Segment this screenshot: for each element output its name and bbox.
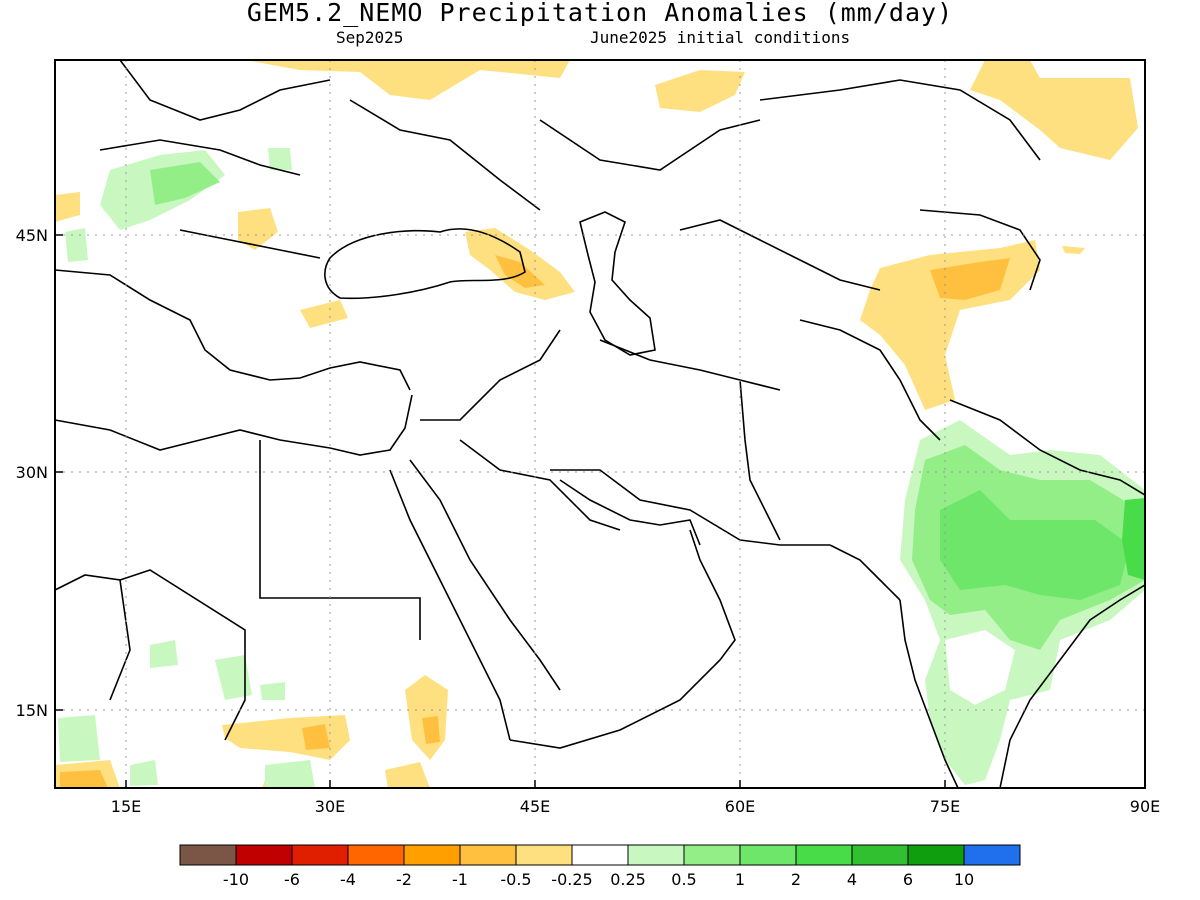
legend-label: -2 — [396, 870, 412, 889]
wet-patch — [1122, 498, 1145, 580]
legend-swatch — [459, 844, 517, 866]
lon-tick-label: 45E — [520, 797, 550, 816]
dry-patch — [60, 770, 108, 788]
legend-swatch — [403, 844, 461, 866]
initial-conditions: June2025 initial conditions — [590, 28, 851, 47]
legend-label: 10 — [954, 870, 974, 889]
dry-patch — [302, 724, 330, 750]
legend-label: 0.25 — [610, 870, 646, 889]
dry-patch — [655, 70, 745, 112]
wet-patch — [58, 715, 100, 762]
dry-patch — [970, 60, 1138, 160]
legend-swatch — [179, 844, 237, 866]
coastlines-and-borders — [54, 59, 1146, 789]
wet-patch — [268, 148, 292, 170]
lon-tick-label: 15E — [111, 797, 141, 816]
wet-patch — [215, 655, 252, 700]
legend-swatch — [795, 844, 853, 866]
lon-tick-label: 30E — [315, 797, 345, 816]
lat-tick-label: 45N — [16, 226, 48, 245]
wet-patch — [940, 490, 1130, 600]
legend-swatch — [963, 844, 1021, 866]
dry-patch — [930, 258, 1010, 300]
legend-swatch — [291, 844, 349, 866]
legend-swatch — [683, 844, 741, 866]
legend-label: 1 — [735, 870, 745, 889]
dry-patch — [495, 255, 545, 288]
anomaly-shading — [55, 60, 1145, 788]
legend-label: -0.5 — [500, 870, 531, 889]
color-legend: -10 -6 -4 -2 -1 -0.5 -0.25 0.25 0.5 1 2 4 6 10 — [179, 844, 1021, 889]
dry-patch — [1062, 246, 1085, 254]
legend-label: -10 — [223, 870, 249, 889]
wet-patch — [150, 640, 178, 668]
legend-swatch — [907, 844, 965, 866]
legend-swatch — [571, 844, 629, 866]
wet-patch — [65, 228, 88, 262]
legend-swatch — [851, 844, 909, 866]
lon-tick-label: 75E — [930, 797, 960, 816]
legend-swatch — [347, 844, 405, 866]
lon-tick-label: 90E — [1130, 797, 1160, 816]
legend-label: 4 — [847, 870, 857, 889]
legend-swatch — [235, 844, 293, 866]
legend-label: 0.5 — [671, 870, 696, 889]
wet-patch — [260, 682, 285, 700]
dry-patch — [422, 716, 440, 744]
wet-patch — [130, 760, 158, 786]
dry-patch — [385, 762, 430, 788]
dry-patch — [245, 60, 570, 100]
wet-patch — [945, 630, 1015, 705]
lat-tick-label: 15N — [16, 701, 48, 720]
legend-label: 6 — [903, 870, 913, 889]
lon-tick-label: 60E — [725, 797, 755, 816]
dry-patch — [300, 300, 348, 328]
dry-patch — [860, 240, 1040, 410]
legend-label: -0.25 — [551, 870, 592, 889]
graticule — [55, 60, 1145, 788]
dry-patch — [238, 208, 278, 250]
legend-swatch — [739, 844, 797, 866]
legend-label: -6 — [284, 870, 300, 889]
lat-tick-label: 30N — [16, 463, 48, 482]
forecast-period: Sep2025 — [336, 28, 404, 47]
map-frame — [54, 59, 1146, 789]
legend-label: -4 — [340, 870, 356, 889]
map-title: GEM5.2_NEMO Precipitation Anomalies (mm/… — [246, 0, 954, 27]
wet-patch — [150, 162, 220, 205]
wet-patch — [265, 760, 315, 788]
dry-patch — [55, 192, 80, 222]
dry-patch — [222, 715, 350, 760]
legend-label: 2 — [791, 870, 801, 889]
legend-swatch — [515, 844, 573, 866]
legend-label: -1 — [452, 870, 468, 889]
legend-swatch — [627, 844, 685, 866]
